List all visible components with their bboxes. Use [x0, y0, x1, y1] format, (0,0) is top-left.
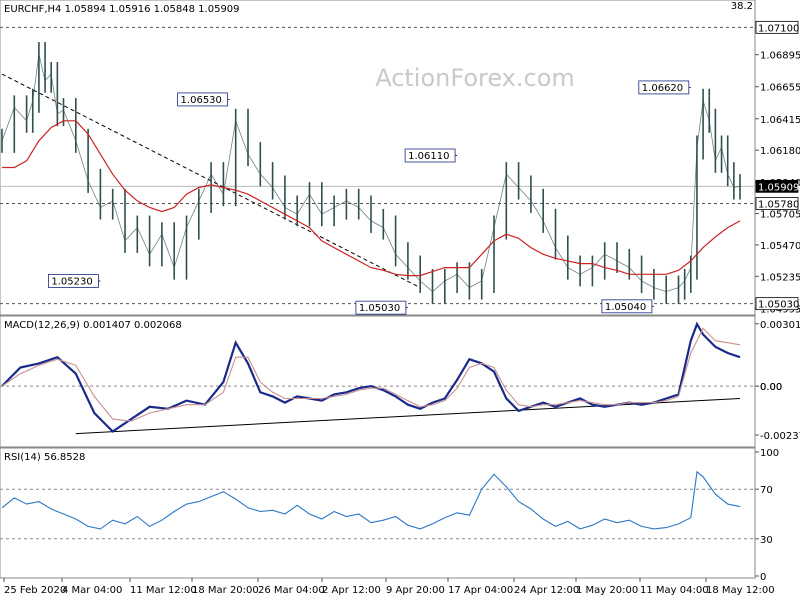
- y-tick-label: 0.00: [760, 382, 782, 393]
- price-level-label: 1.05030: [758, 300, 799, 311]
- x-tick-label: 11 Mar 12:00: [130, 585, 197, 596]
- y-tick-label: 1.05470: [760, 241, 800, 252]
- y-tick-label: 0.003017: [760, 320, 800, 331]
- series-line: [1, 470, 741, 530]
- y-tick-label: 70: [760, 485, 773, 496]
- annotation-label: 1.05030: [359, 303, 400, 314]
- y-tick-label: 1.05235: [760, 272, 800, 283]
- price-level-tag: [755, 20, 799, 34]
- macd-panel-frame: [0, 315, 756, 448]
- series-line: [1, 321, 741, 433]
- y-tick-label: 0: [760, 572, 766, 583]
- x-tick-label: 4 Mar 04:00: [62, 585, 122, 596]
- price-level-tag: [755, 197, 799, 210]
- price-level-tag: [755, 179, 799, 193]
- series-line: [1, 327, 741, 422]
- y-tick-label: 1.06895: [760, 51, 800, 62]
- price-layer: 1.068951.066551.064151.061801.059401.057…: [0, 20, 800, 315]
- annotation-box: [638, 80, 690, 95]
- y-tick-label: 30: [760, 535, 773, 546]
- macd-layer: 0.0030170.000.00-0.00237: [0, 320, 800, 442]
- corner-label: 38.2: [731, 1, 753, 12]
- annotation-box: [601, 299, 653, 314]
- y-tick-label: 1.06655: [760, 83, 800, 94]
- rsi-layer: 100 70 30 0: [0, 448, 779, 583]
- x-tick-label: 18 Mar 20:00: [192, 585, 259, 596]
- macd-panel-title: MACD(12,26,9) 0.001407 0.002068: [4, 320, 182, 331]
- price-level-label: 1.05909: [758, 182, 799, 193]
- price-close-trace: [1, 53, 741, 293]
- annotation-box: [404, 148, 456, 163]
- rsi-panel-frame: [0, 447, 756, 579]
- price-level-tag: [755, 297, 799, 311]
- y-tick-label: 1.06415: [760, 115, 800, 126]
- annotation-label: 1.06620: [642, 83, 683, 94]
- annotation-label: 1.06530: [181, 95, 222, 106]
- x-tick-label: 2 Apr 12:00: [322, 585, 381, 596]
- y-tick-label: 0.00: [760, 382, 782, 393]
- x-tick-label: 26 Mar 04:00: [258, 585, 325, 596]
- annotation-box: [177, 92, 228, 107]
- annotation-box: [355, 300, 407, 315]
- x-tick-label: 1 May 20:00: [576, 585, 638, 596]
- trendline: [75, 397, 741, 435]
- x-tick-label: 11 May 04:00: [640, 585, 709, 596]
- rsi-panel-title: RSI(14) 56.8528: [4, 452, 85, 463]
- x-tick-label: 18 May 12:00: [706, 585, 775, 596]
- x-tick-label: 17 Apr 04:00: [448, 585, 513, 596]
- watermark: ActionForex.com: [375, 64, 575, 92]
- y-tick-label: -0.00237: [760, 431, 800, 442]
- price-level-label: 1.05780: [758, 200, 799, 211]
- annotation-label: 1.05230: [51, 276, 92, 287]
- y-tick-label: 100: [760, 448, 779, 459]
- annotation-box: [48, 274, 99, 288]
- price-level-label: 1.07100: [758, 23, 799, 34]
- annotation-label: 1.06110: [408, 151, 449, 162]
- price-panel-title: EURCHF,H4 1.05894 1.05916 1.05848 1.0590…: [4, 4, 240, 15]
- x-tick-label: 24 Apr 12:00: [514, 585, 579, 596]
- y-tick-label: 1.06180: [760, 146, 800, 157]
- series-line: [2, 120, 741, 277]
- annotation-label: 1.05040: [605, 302, 646, 313]
- x-tick-label: 25 Feb 2020: [4, 585, 66, 596]
- y-tick-label: 1.05705: [760, 210, 800, 221]
- x-tick-label: 9 Apr 20:00: [386, 585, 445, 596]
